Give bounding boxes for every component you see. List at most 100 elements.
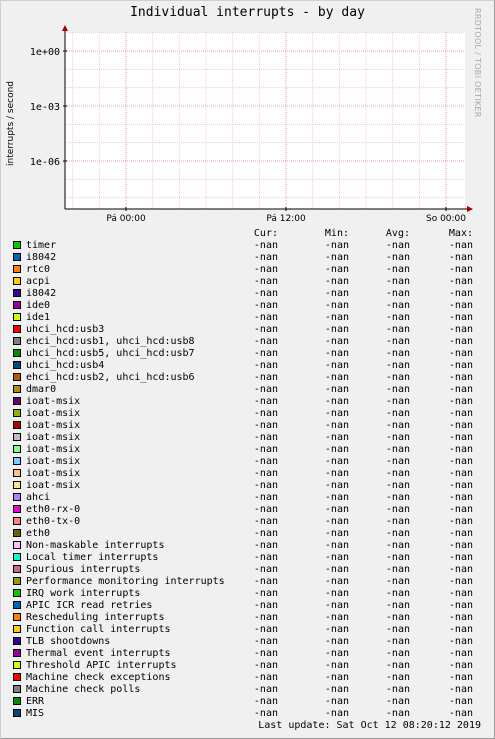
legend-value-avg: -nan — [385, 540, 410, 551]
legend-value-avg: -nan — [385, 432, 410, 443]
legend-label: MIS — [26, 708, 45, 719]
legend-value-avg: -nan — [385, 240, 410, 251]
legend-value-avg: -nan — [385, 360, 410, 371]
legend-row: APIC ICR read retries -nan -nan -nan -nan — [0, 600, 495, 612]
legend-label: acpi — [26, 276, 51, 287]
legend-label: ide1 — [26, 312, 51, 323]
legend-row: ioat-msix -nan -nan -nan -nan — [0, 420, 495, 432]
legend-value-avg: -nan — [385, 324, 410, 335]
legend-value-max: -nan — [448, 240, 473, 251]
x-axis-arrow — [467, 206, 473, 212]
legend-value-min: -nan — [324, 684, 349, 695]
legend-value-max: -nan — [448, 348, 473, 359]
x-tick-label: Pá 12:00 — [266, 214, 306, 224]
legend-swatch — [13, 373, 21, 381]
legend-value-cur: -nan — [253, 240, 278, 251]
legend-row: ioat-msix -nan -nan -nan -nan — [0, 456, 495, 468]
legend-label: ide0 — [26, 300, 51, 311]
legend-swatch — [13, 469, 21, 477]
legend-label: rtc0 — [26, 264, 51, 275]
legend-value-min: -nan — [324, 504, 349, 515]
legend-swatch — [13, 445, 21, 453]
legend-row: uhci_hcd:usb5, uhci_hcd:usb7 -nan -nan -nan… — [0, 348, 495, 360]
legend-swatch — [13, 301, 21, 309]
legend-value-cur: -nan — [253, 288, 278, 299]
legend-value-cur: -nan — [253, 612, 278, 623]
legend-value-cur: -nan — [253, 696, 278, 707]
legend-value-max: -nan — [448, 552, 473, 563]
legend-value-cur: -nan — [253, 396, 278, 407]
legend-value-min: -nan — [324, 564, 349, 575]
legend-label: Non-maskable interrupts — [26, 540, 165, 551]
legend-value-cur: -nan — [253, 252, 278, 263]
legend-value-max: -nan — [448, 288, 473, 299]
legend-row: Non-maskable interrupts -nan -nan -nan -nan — [0, 540, 495, 552]
legend-value-max: -nan — [448, 612, 473, 623]
legend-label: Thermal event interrupts — [26, 648, 171, 659]
legend-row: uhci_hcd:usb4 -nan -nan -nan -nan — [0, 360, 495, 372]
legend-value-avg: -nan — [385, 504, 410, 515]
legend-row: timer -nan -nan -nan -nan — [0, 240, 495, 252]
legend-value-cur: -nan — [253, 624, 278, 635]
legend-value-cur: -nan — [253, 432, 278, 443]
legend-value-max: -nan — [448, 300, 473, 311]
legend-value-avg: -nan — [385, 552, 410, 563]
legend-value-max: -nan — [448, 648, 473, 659]
legend-label: uhci_hcd:usb5, uhci_hcd:usb7 — [26, 348, 195, 359]
legend-value-min: -nan — [324, 276, 349, 287]
legend-row: ERR -nan -nan -nan -nan — [0, 696, 495, 708]
legend-label: timer — [26, 240, 57, 251]
legend-value-avg: -nan — [385, 660, 410, 671]
legend-swatch — [13, 241, 21, 249]
legend-swatch — [13, 277, 21, 285]
legend-value-min: -nan — [324, 396, 349, 407]
legend-value-min: -nan — [324, 492, 349, 503]
legend-row: Thermal event interrupts -nan -nan -nan -nan — [0, 648, 495, 660]
legend-label: IRQ work interrupts — [26, 588, 141, 599]
legend-value-avg: -nan — [385, 312, 410, 323]
legend-label: i8042 — [26, 252, 57, 263]
legend-value-min: -nan — [324, 240, 349, 251]
legend-value-max: -nan — [448, 444, 473, 455]
legend-swatch — [13, 553, 21, 561]
legend-value-max: -nan — [448, 660, 473, 671]
legend-value-cur: -nan — [253, 336, 278, 347]
legend-value-max: -nan — [448, 420, 473, 431]
legend-label: TLB shootdowns — [26, 636, 111, 647]
legend-label: Threshold APIC interrupts — [26, 660, 177, 671]
legend-swatch — [13, 541, 21, 549]
legend-value-avg: -nan — [385, 336, 410, 347]
legend-value-max: -nan — [448, 576, 473, 587]
legend-swatch — [13, 325, 21, 333]
legend-row: ioat-msix -nan -nan -nan -nan — [0, 444, 495, 456]
legend-value-max: -nan — [448, 684, 473, 695]
legend-swatch — [13, 613, 21, 621]
legend-value-min: -nan — [324, 300, 349, 311]
legend-value-max: -nan — [448, 252, 473, 263]
legend-value-max: -nan — [448, 396, 473, 407]
legend-value-cur: -nan — [253, 360, 278, 371]
plot-area: 1e-06 1e-03 1e+00 Pá 00:00 Pá 12:00 So 00:00 — [30, 25, 473, 224]
legend-label: ahci — [26, 492, 51, 503]
legend-value-max: -nan — [448, 456, 473, 467]
legend-value-min: -nan — [324, 516, 349, 527]
legend-value-avg: -nan — [385, 384, 410, 395]
legend-value-cur: -nan — [253, 672, 278, 683]
legend-label: ioat-msix — [26, 444, 81, 455]
legend-label: ioat-msix — [26, 432, 81, 443]
legend-value-cur: -nan — [253, 384, 278, 395]
legend-swatch — [13, 505, 21, 513]
legend-value-min: -nan — [324, 540, 349, 551]
legend-value-cur: -nan — [253, 444, 278, 455]
legend-value-max: -nan — [448, 492, 473, 503]
legend-label: eth0-tx-0 — [26, 516, 81, 527]
legend-label: ioat-msix — [26, 420, 81, 431]
legend-header-min: Min: — [324, 228, 349, 239]
legend-value-cur: -nan — [253, 660, 278, 671]
legend-label: Machine check exceptions — [26, 672, 171, 683]
legend-value-avg: -nan — [385, 264, 410, 275]
legend-swatch — [13, 337, 21, 345]
legend-swatch — [13, 697, 21, 705]
legend-swatch — [13, 589, 21, 597]
legend-label: APIC ICR read retries — [26, 600, 153, 611]
